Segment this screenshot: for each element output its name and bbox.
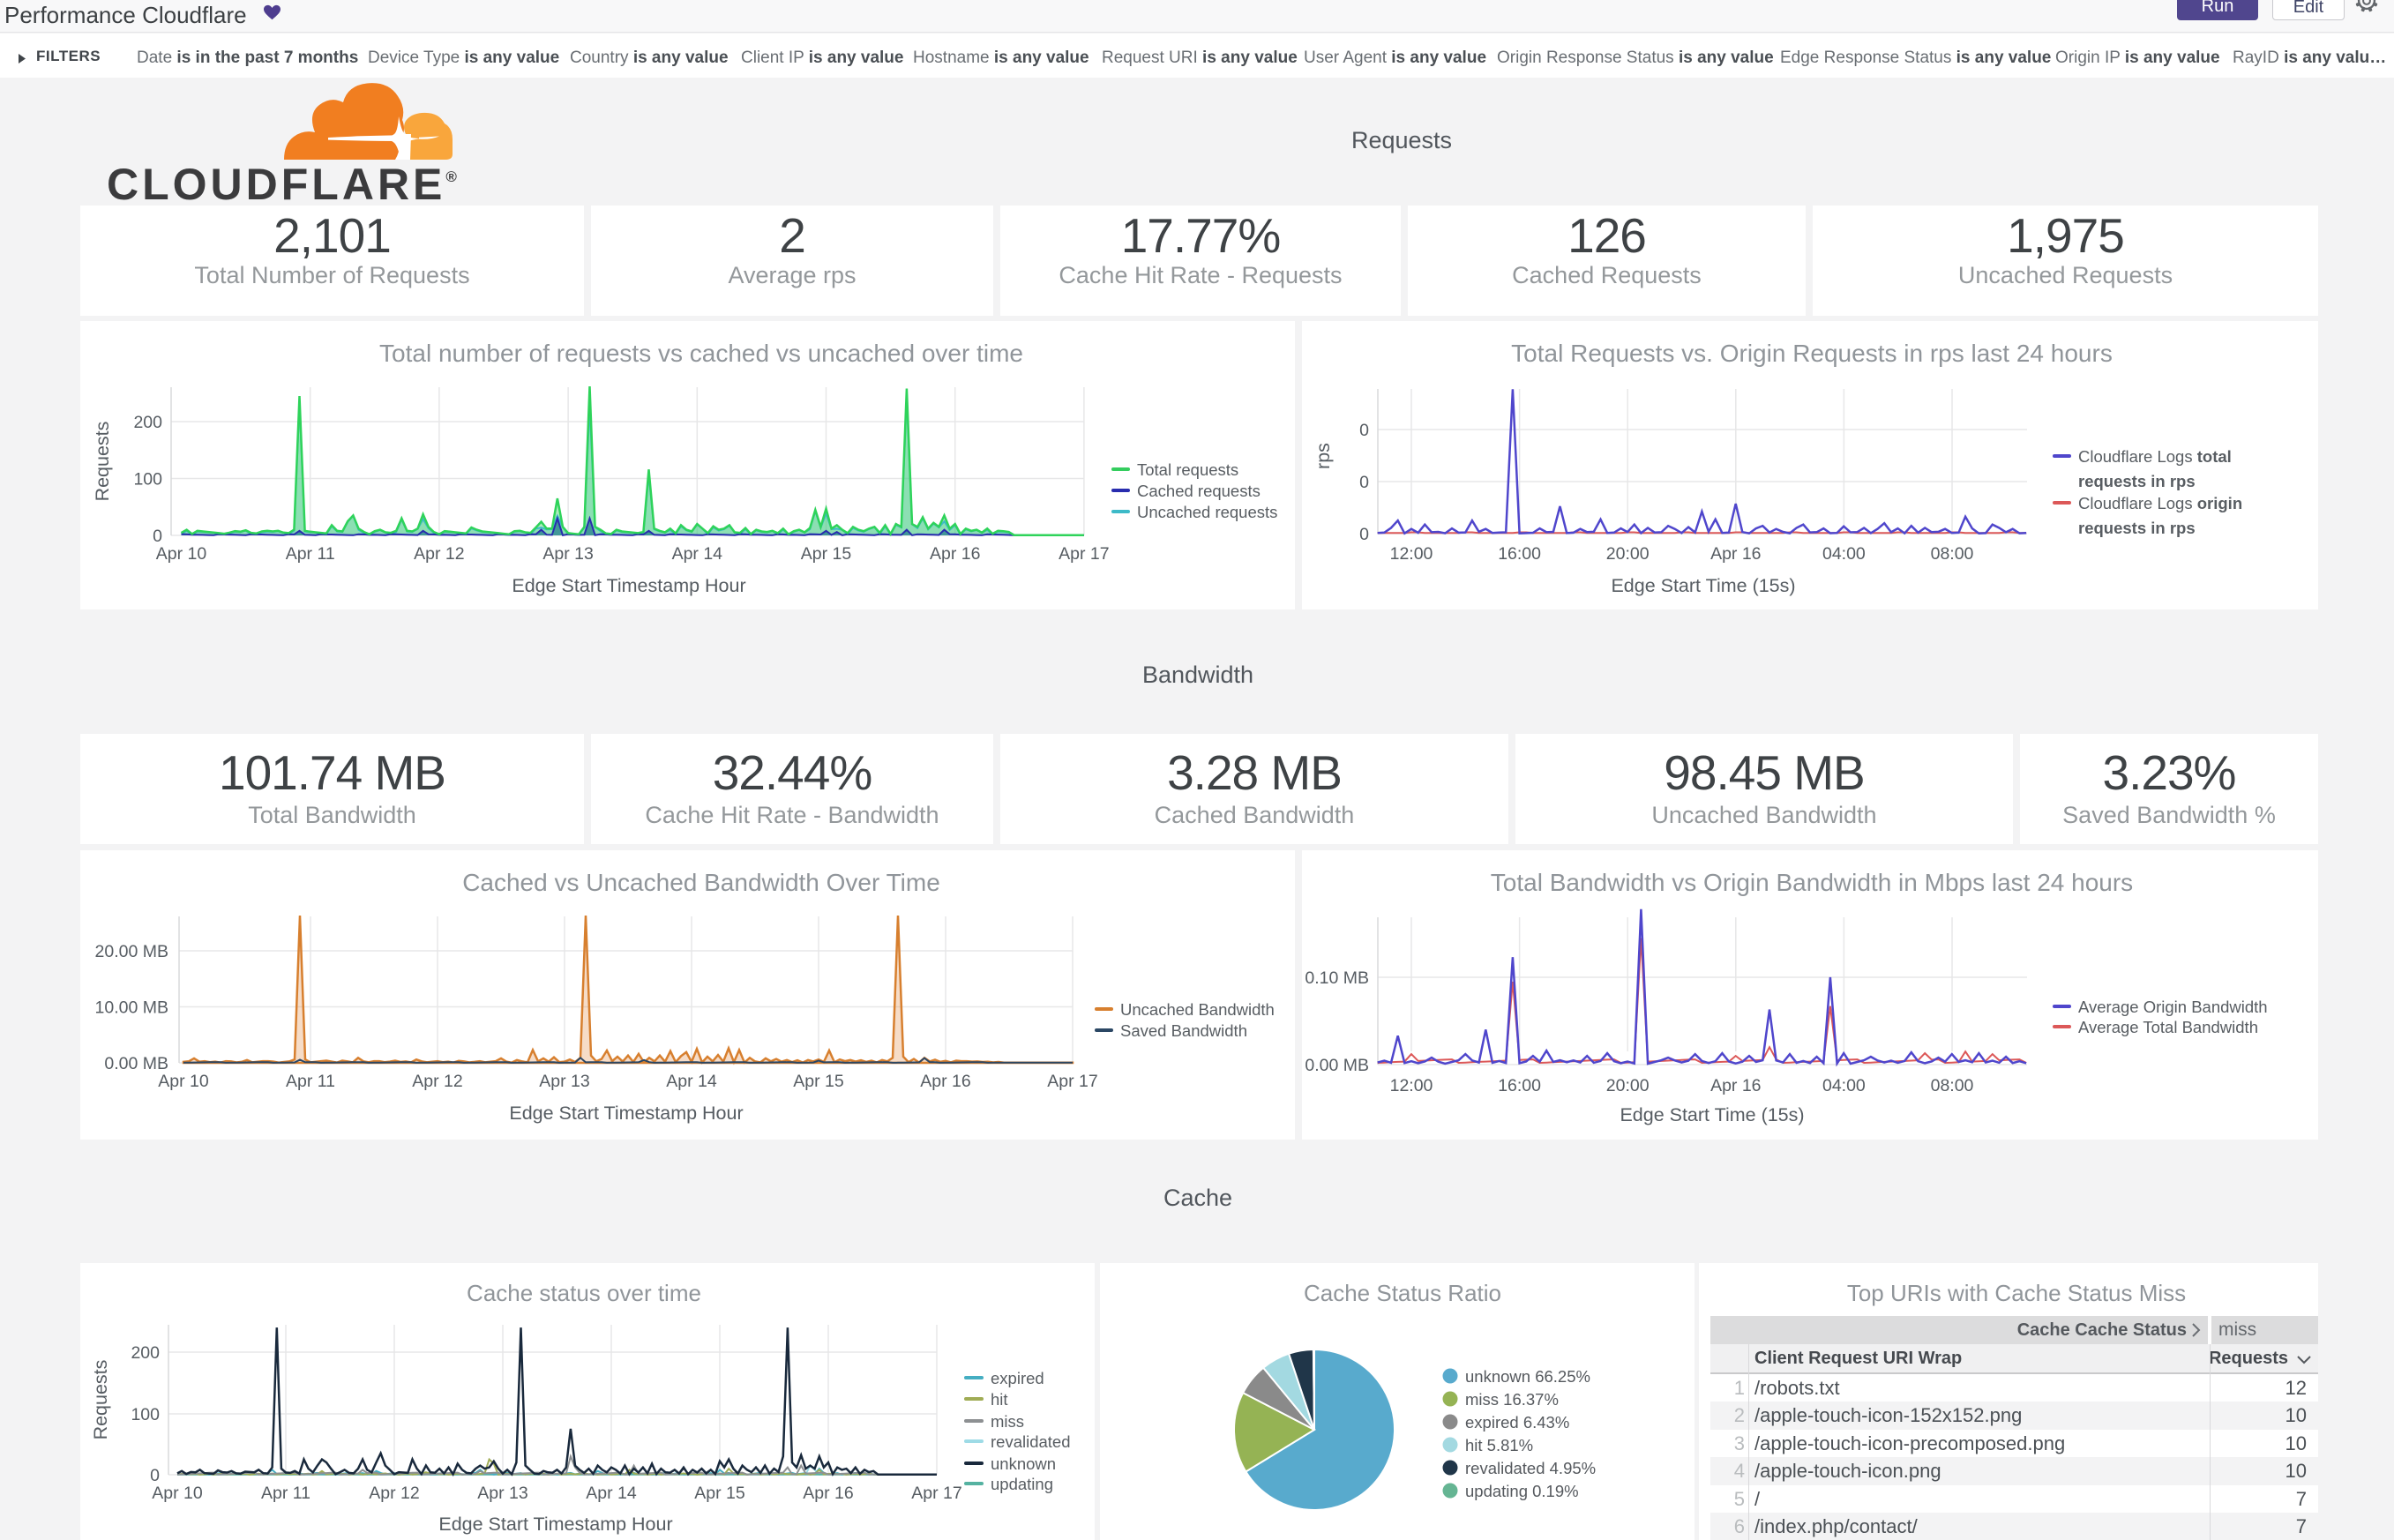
svg-text:0: 0 [1359,525,1369,544]
svg-text:Uncached requests: Uncached requests [1137,503,1277,521]
svg-text:Requests: Requests [92,422,113,502]
svg-text:20:00: 20:00 [1606,1076,1650,1095]
svg-text:Cloudflare Logs total: Cloudflare Logs total [2078,447,2232,466]
svg-text:Cache status over time: Cache status over time [467,1280,701,1306]
svg-text:Cloudflare Logs origin: Cloudflare Logs origin [2078,494,2242,512]
svg-text:0: 0 [1359,421,1369,440]
svg-text:Average Total Bandwidth: Average Total Bandwidth [2078,1018,2258,1036]
svg-text:revalidated 4.95%: revalidated 4.95% [1465,1459,1596,1477]
svg-text:Edge Start Timestamp Hour: Edge Start Timestamp Hour [512,575,745,596]
svg-text:08:00: 08:00 [1931,544,1974,564]
svg-text:Apr 17: Apr 17 [1059,544,1109,564]
svg-text:Total Bandwidth vs Origin Band: Total Bandwidth vs Origin Bandwidth in M… [1491,869,2133,896]
svg-text:12:00: 12:00 [1390,1076,1433,1095]
svg-text:0.00 MB: 0.00 MB [1305,1056,1369,1075]
svg-text:unknown 66.25%: unknown 66.25% [1465,1367,1590,1386]
svg-text:Apr 13: Apr 13 [539,1072,589,1091]
svg-text:Apr 11: Apr 11 [286,1072,335,1091]
svg-text:0.10 MB: 0.10 MB [1305,968,1369,988]
svg-text:hit 5.81%: hit 5.81% [1465,1436,1533,1454]
svg-text:12:00: 12:00 [1390,544,1433,564]
svg-text:Edge Start Time (15s): Edge Start Time (15s) [1611,575,1795,596]
svg-text:20.00 MB: 20.00 MB [95,942,168,961]
svg-text:unknown: unknown [991,1454,1056,1473]
svg-text:expired 6.43%: expired 6.43% [1465,1413,1569,1432]
svg-text:miss 16.37%: miss 16.37% [1465,1390,1559,1409]
svg-text:200: 200 [133,413,162,432]
svg-text:Total Requests vs. Origin Requ: Total Requests vs. Origin Requests in rp… [1511,340,2113,367]
svg-text:Uncached Bandwidth: Uncached Bandwidth [1120,1000,1275,1019]
svg-text:0: 0 [1359,473,1369,492]
svg-text:expired: expired [991,1369,1044,1387]
svg-text:Apr 13: Apr 13 [477,1484,527,1503]
svg-text:Apr 16: Apr 16 [930,544,980,564]
svg-text:Apr 17: Apr 17 [1047,1072,1097,1091]
svg-text:16:00: 16:00 [1498,1076,1541,1095]
svg-text:Apr 14: Apr 14 [672,544,723,564]
svg-text:Apr 16: Apr 16 [803,1484,853,1503]
svg-text:Apr 16: Apr 16 [1710,1076,1761,1095]
svg-text:Cached requests: Cached requests [1137,482,1261,500]
svg-text:updating 0.19%: updating 0.19% [1465,1482,1579,1500]
svg-text:Cache Status Ratio: Cache Status Ratio [1304,1280,1501,1306]
svg-text:Edge Start Timestamp Hour: Edge Start Timestamp Hour [509,1103,743,1124]
svg-text:requests in rps: requests in rps [2078,472,2196,490]
svg-text:100: 100 [131,1405,160,1424]
svg-text:Average Origin Bandwidth: Average Origin Bandwidth [2078,998,2268,1016]
svg-text:Apr 12: Apr 12 [412,1072,462,1091]
svg-text:Apr 13: Apr 13 [542,544,593,564]
svg-text:0.00 MB: 0.00 MB [104,1054,168,1073]
svg-text:Apr 10: Apr 10 [156,544,207,564]
svg-text:Apr 10: Apr 10 [152,1484,203,1503]
svg-text:Apr 14: Apr 14 [586,1484,637,1503]
svg-text:hit: hit [991,1390,1008,1409]
svg-text:requests in rps: requests in rps [2078,519,2196,537]
svg-text:Apr 12: Apr 12 [414,544,464,564]
svg-text:Apr 15: Apr 15 [694,1484,745,1503]
svg-text:Apr 16: Apr 16 [1710,544,1761,564]
svg-text:Apr 15: Apr 15 [801,544,852,564]
svg-text:0: 0 [153,527,162,546]
svg-text:rps: rps [1313,443,1334,469]
svg-text:updating: updating [991,1475,1053,1493]
svg-text:miss: miss [991,1412,1024,1431]
svg-text:04:00: 04:00 [1822,1076,1866,1095]
svg-text:10.00 MB: 10.00 MB [95,998,168,1018]
svg-text:Apr 16: Apr 16 [920,1072,970,1091]
svg-text:Apr 15: Apr 15 [793,1072,844,1091]
svg-text:Apr 17: Apr 17 [911,1484,961,1503]
svg-text:Apr 11: Apr 11 [286,544,335,564]
svg-text:Total number of requests vs ca: Total number of requests vs cached vs un… [379,340,1023,367]
svg-text:20:00: 20:00 [1606,544,1650,564]
svg-text:Apr 14: Apr 14 [666,1072,717,1091]
svg-text:Edge Start Timestamp Hour: Edge Start Timestamp Hour [438,1514,672,1535]
svg-text:200: 200 [131,1343,160,1363]
svg-text:16:00: 16:00 [1498,544,1541,564]
svg-text:04:00: 04:00 [1822,544,1866,564]
svg-text:Apr 12: Apr 12 [369,1484,419,1503]
svg-text:Edge Start Time (15s): Edge Start Time (15s) [1620,1104,1804,1125]
svg-text:100: 100 [133,470,162,490]
svg-text:Saved Bandwidth: Saved Bandwidth [1120,1021,1247,1040]
svg-text:08:00: 08:00 [1931,1076,1974,1095]
svg-text:Apr 10: Apr 10 [158,1072,209,1091]
svg-text:Cached vs Uncached Bandwidth O: Cached vs Uncached Bandwidth Over Time [462,869,940,896]
svg-text:0: 0 [150,1466,160,1485]
svg-text:Total requests: Total requests [1137,460,1238,479]
svg-text:revalidated: revalidated [991,1432,1071,1451]
svg-text:Apr 11: Apr 11 [261,1484,310,1503]
svg-text:Requests: Requests [90,1360,111,1440]
